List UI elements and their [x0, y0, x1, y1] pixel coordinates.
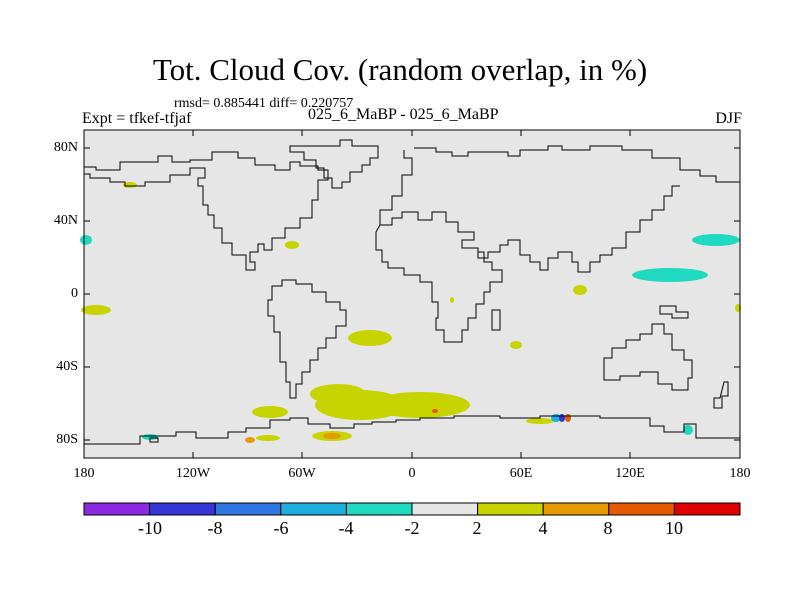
anomaly-southern-ocean-east: [370, 392, 470, 418]
lat-label-40n: 40N: [53, 213, 78, 228]
lon-label-60e: 60E: [509, 466, 533, 481]
coastline-new-guinea: [659, 305, 689, 319]
coastline-antarctic-peninsula: [149, 437, 159, 443]
anomaly-indian-antarctic: [526, 418, 554, 424]
anomaly-bellingshausen: [256, 435, 280, 441]
anomaly-indian-antarctic-red: [565, 414, 571, 422]
lon-label-180w: 180: [73, 466, 95, 481]
anomaly-africa: [450, 297, 454, 303]
lon-label-0: 0: [408, 466, 416, 481]
colorbar-box-6: [411, 502, 479, 516]
lon-label-60w: 60W: [288, 466, 316, 481]
colorbar-label-9: 10: [665, 518, 683, 538]
colorbar-label-4: -4: [338, 518, 354, 538]
rmsd-diff-stats: rmsd= 0.885441 diff= 0.220757: [174, 96, 354, 111]
anomaly-south-atlantic: [348, 330, 392, 346]
plot-title: Tot. Cloud Cov. (random overlap, in %): [152, 52, 648, 87]
coastline-new-zealand: [713, 381, 729, 409]
anomaly-subtropical-east-pacific: [80, 235, 92, 245]
colorbar-label-1: -10: [138, 518, 162, 538]
lat-label-40s: 40S: [56, 359, 78, 374]
coastline-africa: [375, 224, 503, 343]
colorbar-label-5: -2: [404, 518, 420, 538]
colorbar-box-2: [149, 502, 216, 516]
anomaly-drake-passage: [252, 406, 288, 418]
colorbar-box-4: [280, 502, 347, 516]
anomaly-gulf: [285, 241, 299, 249]
anomaly-indian-antarctic-dark: [559, 414, 565, 422]
axis-layer: [83, 129, 741, 459]
coastline-south-america: [267, 279, 347, 399]
anomaly-north-pacific: [692, 234, 740, 246]
colorbar: [83, 502, 741, 516]
colorbar-box-5: [345, 502, 413, 516]
colorbar-box-9: [608, 502, 675, 516]
colorbar-label-2: -8: [207, 518, 223, 538]
anomaly-west-pacific: [632, 268, 708, 282]
lat-label-80s: 80S: [56, 432, 78, 447]
anomaly-small-red: [432, 409, 438, 413]
coastline-madagascar: [491, 309, 501, 331]
lon-label-180e: 180: [729, 466, 751, 481]
coastline-eurasia: [414, 145, 741, 183]
coastline-europe-asia-south: [379, 150, 680, 273]
colorbar-box-10: [673, 502, 741, 516]
anomaly-east-antarctic: [683, 425, 693, 435]
anomaly-equatorial-east-pacific: [81, 305, 111, 315]
lon-label-120e: 120E: [615, 466, 645, 481]
colorbar-box-1: [83, 502, 151, 516]
coastline-north-america: [84, 151, 329, 271]
anomaly-layer: [80, 182, 741, 443]
lon-label-120w: 120W: [175, 466, 211, 481]
lat-label-0: 0: [71, 286, 78, 301]
anomaly-bellingshausen-core: [245, 437, 255, 443]
colorbar-label-6: 2: [472, 518, 482, 538]
anomaly-south-indian: [510, 341, 522, 349]
coastline-greenland: [289, 139, 379, 189]
anomaly-southern-ocean-north: [310, 384, 366, 404]
plot-subtitle: 025_6_MaBP - 025_6_MaBP: [308, 106, 499, 123]
anomaly-weddell-core: [323, 433, 341, 439]
colorbar-label-8: 8: [603, 518, 613, 538]
coastline-layer: [84, 139, 741, 445]
season-label: DJF: [715, 110, 742, 127]
lat-label-80n: 80N: [53, 140, 78, 155]
colorbar-box-8: [542, 502, 610, 516]
coastline-australia: [603, 323, 693, 391]
colorbar-label-7: 4: [538, 518, 548, 538]
anomaly-indian-ocean: [573, 285, 587, 295]
experiment-label: Expt = tfkef-tfjaf: [82, 110, 192, 127]
colorbar-box-7: [477, 502, 544, 516]
colorbar-box-3: [214, 502, 282, 516]
colorbar-label-3: -6: [273, 518, 289, 538]
coastline-antarctica: [84, 415, 740, 445]
